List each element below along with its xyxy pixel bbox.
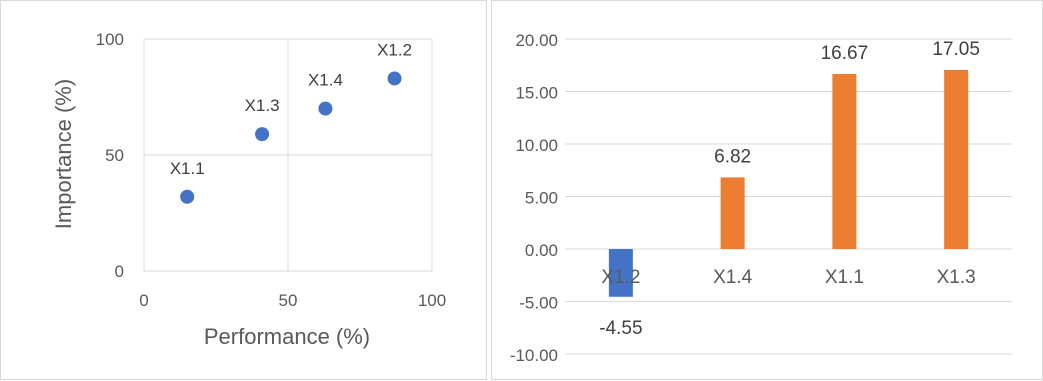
bar-category-label: X1.3 bbox=[937, 267, 976, 288]
bar-y-tick-label: -5.00 bbox=[519, 294, 558, 313]
bar-category-label: X1.4 bbox=[713, 267, 753, 288]
scatter-point bbox=[318, 101, 333, 116]
bar bbox=[832, 73, 857, 249]
bar-value-label: 6.82 bbox=[714, 146, 751, 167]
scatter-tick-labels: 0 50 100 0 50 100 bbox=[96, 30, 447, 310]
bar-value-label: 17.05 bbox=[932, 39, 980, 60]
bar-y-tick-label: 20.00 bbox=[515, 31, 558, 50]
scatter-x-tick-label: 100 bbox=[418, 291, 446, 310]
scatter-point bbox=[180, 189, 195, 204]
scatter-point bbox=[387, 71, 402, 86]
scatter-chart-panel: 0 50 100 0 50 100 X1.1 X1.3 X1.4 X1.2 Performanc… bbox=[0, 0, 487, 380]
scatter-point-label: X1.4 bbox=[308, 71, 343, 90]
bar-chart-panel: -10.00 -5.00 0.00 5.00 10.00 15.00 20.00 -4.55… bbox=[491, 0, 1043, 380]
scatter-chart: 0 50 100 0 50 100 X1.1 X1.3 X1.4 X1.2 Performanc… bbox=[51, 30, 447, 349]
bar bbox=[720, 177, 745, 249]
bar-y-tick-label: 10.00 bbox=[515, 136, 558, 155]
scatter-x-tick-label: 50 bbox=[279, 291, 298, 310]
bar-value-label: 16.67 bbox=[821, 43, 869, 64]
bar bbox=[944, 69, 969, 249]
bar-y-tick-label: 5.00 bbox=[525, 189, 558, 208]
bar-y-tick-labels: -10.00 -5.00 0.00 5.00 10.00 15.00 20.00 bbox=[510, 31, 558, 365]
scatter-point bbox=[255, 127, 270, 142]
scatter-points: X1.1 X1.3 X1.4 X1.2 bbox=[170, 40, 412, 204]
bars: -4.55 6.82 16.67 17.05 bbox=[599, 39, 980, 339]
scatter-point-label: X1.1 bbox=[170, 159, 205, 178]
scatter-y-tick-label: 50 bbox=[105, 146, 124, 165]
bar-y-tick-label: -10.00 bbox=[510, 346, 558, 365]
scatter-point-label: X1.2 bbox=[377, 40, 412, 59]
scatter-y-tick-label: 100 bbox=[96, 30, 124, 49]
bar bbox=[608, 249, 633, 297]
bar-category-label: X1.2 bbox=[601, 267, 640, 288]
bar-chart: -10.00 -5.00 0.00 5.00 10.00 15.00 20.00 -4.55… bbox=[510, 31, 1012, 365]
bar-category-label: X1.1 bbox=[825, 267, 864, 288]
bar-gridlines bbox=[565, 38, 1012, 355]
scatter-point-label: X1.3 bbox=[245, 96, 280, 115]
bar-y-tick-label: 15.00 bbox=[515, 84, 558, 103]
bar-value-label: -4.55 bbox=[599, 318, 642, 339]
scatter-y-tick-label: 0 bbox=[115, 262, 124, 281]
bar-category-labels: X1.2 X1.4 X1.1 X1.3 bbox=[601, 267, 975, 288]
scatter-x-tick-label: 0 bbox=[139, 291, 148, 310]
y-axis-title: Importance (%) bbox=[51, 79, 76, 229]
scatter-gridlines bbox=[143, 38, 433, 272]
bar-y-tick-label: 0.00 bbox=[525, 241, 558, 260]
x-axis-title: Performance (%) bbox=[204, 324, 370, 349]
